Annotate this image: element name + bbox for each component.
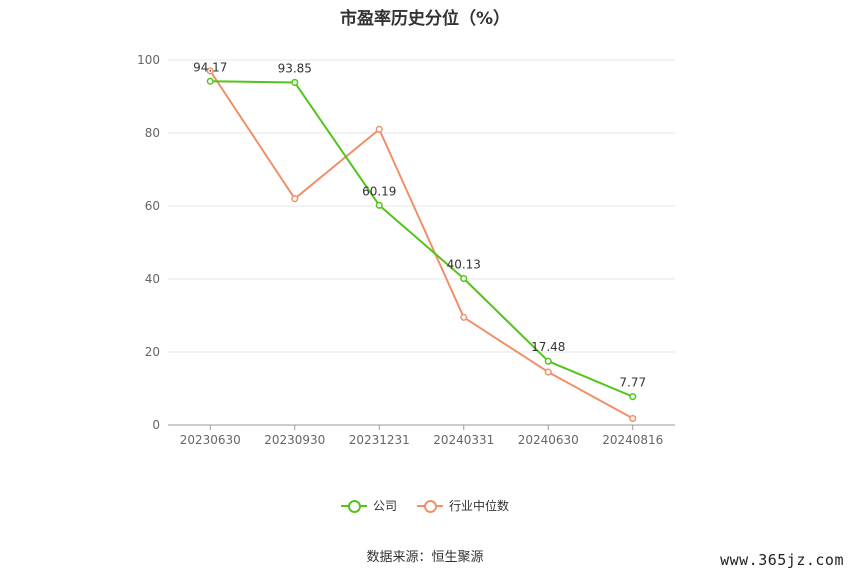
- data-label-company-20240816: 7.77: [619, 376, 646, 390]
- watermark: www.365jz.com: [720, 551, 844, 569]
- data-point-company-20230630: [206, 77, 214, 85]
- y-tick-label-100: 100: [137, 53, 160, 67]
- x-tick-label-20230930: 20230930: [264, 433, 325, 447]
- chart-title: 市盈率历史分位（%）: [339, 9, 511, 29]
- legend: 公司 行业中位数: [0, 497, 850, 514]
- grid-layer: [168, 59, 675, 353]
- data-point-company-20240630: [544, 357, 552, 365]
- data-label-company-20231231: 60.19: [362, 184, 396, 198]
- data-label-company-20240630: 17.48: [531, 340, 565, 354]
- data-point-industry-median-20240331: [460, 313, 468, 321]
- series-layer: [206, 67, 637, 422]
- legend-item-company[interactable]: 公司: [340, 497, 397, 514]
- data-point-company-20231231: [375, 201, 383, 209]
- y-tick-label-60: 60: [145, 199, 160, 213]
- data-label-company-20240331: 40.13: [447, 258, 481, 272]
- series-line-industry-median: [209, 70, 634, 420]
- y-tick-label-40: 40: [145, 272, 160, 286]
- label-layer: 94.17 93.85 60.19 40.13 17.48 7.77: [193, 60, 646, 389]
- x-tick-label-20240630: 20240630: [518, 433, 579, 447]
- data-point-industry-median-20240630: [544, 368, 552, 376]
- data-point-company-20240331: [460, 274, 468, 283]
- legend-swatch-industry-median: [417, 499, 443, 513]
- x-tick-label-20240331: 20240331: [433, 433, 494, 447]
- y-tick-label-20: 20: [145, 345, 160, 359]
- x-tick-label-20231231: 20231231: [349, 433, 410, 447]
- axis-layer: 0 20 40 60 80 100 20230630 20230930 20231231 2024…: [137, 53, 675, 447]
- x-tick-label-20230630: 20230630: [180, 433, 241, 447]
- data-point-company-20230930: [291, 78, 299, 86]
- y-tick-label-0: 0: [152, 418, 160, 432]
- legend-label-industry-median: 行业中位数: [449, 499, 510, 513]
- x-tick-label-20240816: 20240816: [602, 433, 663, 447]
- legend-swatch-company: [340, 499, 367, 513]
- source-note: 数据来源：恒生聚源: [366, 550, 484, 565]
- series-line-company: [210, 80, 634, 398]
- data-label-company-20230630: 94.17: [193, 60, 227, 74]
- data-point-industry-median-20231231: [375, 125, 383, 133]
- legend-item-industry-median[interactable]: 行业中位数: [417, 497, 509, 514]
- data-label-company-20230930: 93.85: [278, 61, 312, 75]
- legend-label-company: 公司: [372, 499, 397, 513]
- y-tick-label-80: 80: [145, 126, 160, 140]
- data-point-industry-median-20230930: [291, 195, 299, 203]
- data-point-company-20240816: [629, 393, 637, 401]
- data-point-industry-median-20230630: [206, 67, 214, 75]
- data-point-industry-median-20240816: [629, 414, 637, 422]
